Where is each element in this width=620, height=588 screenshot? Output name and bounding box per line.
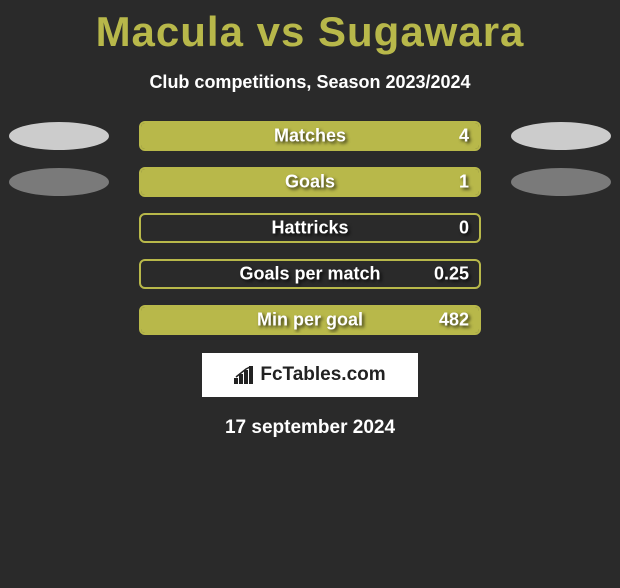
stat-row: Goals per match 0.25 [0,259,620,289]
stat-bar: Hattricks 0 [139,213,481,243]
bar-value: 0.25 [434,264,469,285]
bar-label: Min per goal [257,310,363,331]
stat-row: Matches 4 [0,121,620,151]
subtitle: Club competitions, Season 2023/2024 [0,72,620,93]
stat-row: Min per goal 482 [0,305,620,335]
date-text: 17 september 2024 [0,417,620,439]
page-title: Macula vs Sugawara [0,8,620,56]
bar-value: 482 [439,310,469,331]
stat-row: Hattricks 0 [0,213,620,243]
logo-text: FcTables.com [234,364,385,386]
bar-value: 0 [459,218,469,239]
stat-row: Goals 1 [0,167,620,197]
logo-label: FcTables.com [260,364,385,386]
bar-label: Matches [274,126,346,147]
bar-label: Goals per match [239,264,380,285]
left-ellipse [9,122,109,150]
logo-box[interactable]: FcTables.com [202,353,418,397]
right-ellipse [511,168,611,196]
stat-bar: Matches 4 [139,121,481,151]
bar-value: 4 [459,126,469,147]
stat-bar: Goals per match 0.25 [139,259,481,289]
bar-chart-icon [234,366,256,384]
left-ellipse [9,168,109,196]
stat-bar: Goals 1 [139,167,481,197]
stats-container: Matches 4 Goals 1 Hattricks 0 Goals per match 0… [0,121,620,335]
bar-label: Goals [285,172,335,193]
bar-label: Hattricks [271,218,348,239]
bar-value: 1 [459,172,469,193]
right-ellipse [511,122,611,150]
stat-bar: Min per goal 482 [139,305,481,335]
